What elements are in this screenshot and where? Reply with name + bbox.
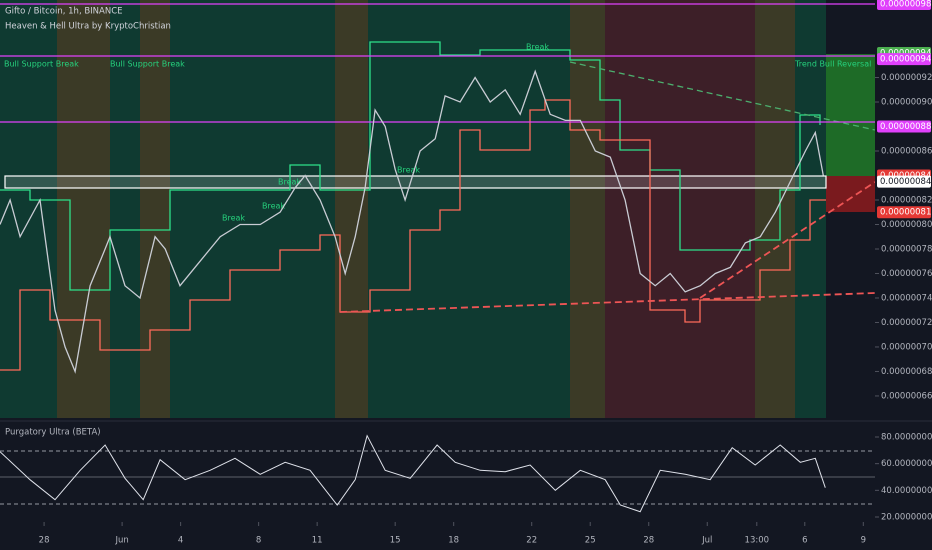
x-tick-label: 9 [861,536,866,546]
y-tick-label: 0.00000068 [881,367,932,377]
y-tick-label: 0.00000072 [881,318,932,328]
annotation: Trend Bull Reversal [794,60,871,69]
x-tick-label: Jun [114,536,128,546]
price-label: 0.00000098 [880,0,931,10]
annotation: Break [222,214,245,223]
oscillator-title: Purgatory Ultra (BETA) [5,428,101,438]
price-label: 0.00000094 [880,55,931,65]
osc-tick-label: 60.00000000 [881,459,932,469]
y-tick-label: 0.00000074 [881,293,932,303]
x-tick-label: 18 [448,536,459,546]
annotation: Break [526,43,549,52]
annotations: Bull Support Break Bull Support Break Tr… [4,43,871,223]
y-tick-label: 0.00000092 [881,73,932,83]
annotation: Break [262,202,285,211]
price-label-box [877,120,931,133]
annotation: Bull Support Break [4,60,79,69]
x-tick-label: 22 [526,536,537,546]
chart-title: Gifto / Bitcoin, 1h, BINANCE [5,7,123,17]
x-tick-label: 4 [178,536,183,546]
price-label: 0.00000081 [880,208,931,218]
price-label-box [877,53,931,66]
price-line [0,69,824,374]
x-tick-label: 15 [390,536,401,546]
oscillator-line [0,434,826,513]
annotation: Break [278,178,301,187]
x-tick-label: Jul [701,536,712,546]
price-label: 0.00000084 [880,177,931,187]
annotation: Break [397,166,420,175]
y-tick-label: 0.00000078 [881,244,932,254]
y-tick-label: 0.00000090 [881,98,932,108]
y-tick-label: 0.00000082 [881,195,932,205]
osc-tick-label: 20.00000000 [881,513,932,523]
price-label: 0.00000088 [880,122,931,132]
x-tick-label: 8 [256,536,261,546]
y-tick-label: 0.00000076 [881,269,932,279]
price-label-box [877,0,931,11]
price-label-box [877,175,931,188]
price-axis-bg [875,0,932,550]
x-tick-label: 13:00 [745,536,770,546]
osc-tick-label: 40.00000000 [881,486,932,496]
y-tick-label: 0.00000066 [881,391,932,401]
indicator-lines [0,3,876,371]
x-tick-label: 28 [643,536,654,546]
price-label-box [877,206,931,219]
y-tick-label: 0.00000080 [881,220,932,230]
y-tick-label: 0.00000086 [881,147,932,157]
x-tick-label: 28 [39,536,50,546]
chart-subtitle: Heaven & Hell Ultra by KryptoChristian [5,22,171,32]
x-tick-label: 11 [312,536,323,546]
background-zones [0,0,875,418]
y-tick-label: 0.00000070 [881,342,932,352]
x-tick-label: 6 [802,536,807,546]
annotation: Bull Support Break [110,60,185,69]
x-tick-label: 25 [585,536,596,546]
osc-tick-label: 80.00000000 [881,433,932,443]
